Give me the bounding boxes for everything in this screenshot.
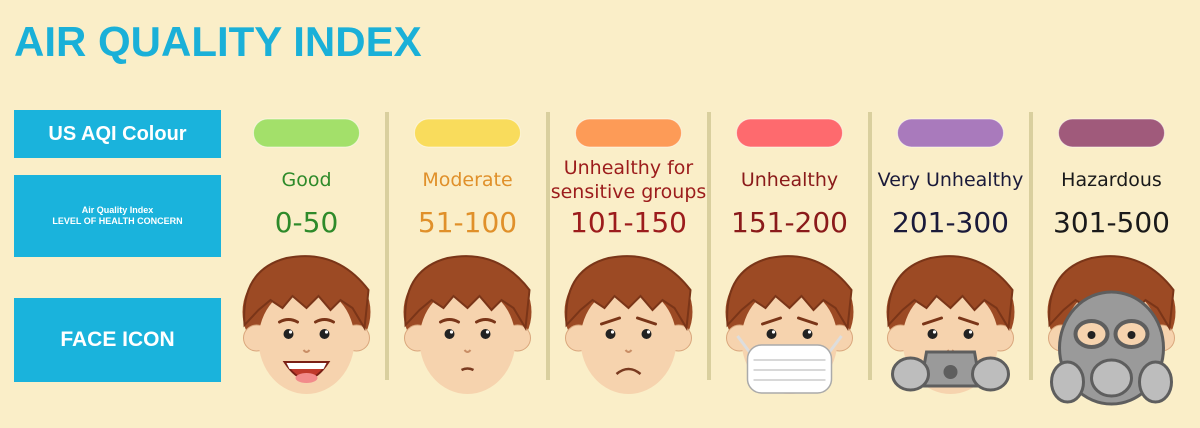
eye-shine (324, 330, 329, 334)
eye (927, 329, 938, 339)
eye (1087, 331, 1096, 339)
eye-shine (610, 330, 615, 334)
face (580, 286, 677, 394)
level-range: 151-200 (731, 206, 848, 239)
level-range: 201-300 (892, 206, 1009, 239)
eye (444, 329, 455, 339)
nose (302, 349, 311, 353)
aqi-colour-pill (736, 118, 843, 148)
row-label: Air Quality Index (81, 205, 154, 215)
canister (891, 356, 930, 392)
face (419, 286, 516, 394)
eye (641, 329, 652, 339)
hair-fringe (887, 255, 1014, 332)
level-range: 0-50 (274, 206, 339, 239)
eyebrow (439, 318, 460, 324)
title: AIR QUALITY INDEX (14, 18, 422, 65)
canister (971, 356, 1010, 392)
level-name: Moderate (422, 169, 513, 191)
mouth (615, 367, 642, 375)
row-label-box: Air Quality Index LEVEL OF HEALTH CONCER… (14, 175, 221, 257)
level-range: 101-150 (570, 206, 687, 239)
aqi-colour-pill (414, 118, 521, 148)
eyebrow (922, 316, 943, 326)
nose (624, 349, 633, 353)
eye-shine (771, 330, 776, 334)
eyebrow (600, 316, 621, 326)
eyebrow (797, 316, 818, 326)
eyebrow (636, 316, 657, 326)
eye (766, 329, 777, 339)
hair-fringe (726, 255, 853, 332)
canister (1138, 360, 1173, 404)
face (258, 286, 355, 394)
eyebrow (761, 316, 782, 326)
aqi-colour-pill (575, 118, 682, 148)
eye (605, 329, 616, 339)
eye-shine (449, 330, 454, 334)
eye (480, 329, 491, 339)
nose (463, 349, 472, 353)
level-range: 301-500 (1053, 206, 1170, 239)
row-label: US AQI Colour (48, 122, 187, 145)
row-label: FACE ICON (60, 328, 175, 351)
aqi-colour-pill (1058, 118, 1165, 148)
eyebrow (278, 318, 299, 324)
tongue (295, 373, 318, 383)
eye (1127, 331, 1136, 339)
hair-fringe (565, 255, 692, 332)
eye (963, 329, 974, 339)
teeth (286, 363, 327, 369)
eye-shine (646, 330, 651, 334)
eye (319, 329, 330, 339)
eye-shine (968, 330, 973, 334)
eye-shine (932, 330, 937, 334)
aqi-colour-pill (253, 118, 360, 148)
hair-fringe (243, 255, 370, 332)
level-name: Very Unhealthy (877, 169, 1024, 191)
row-label: LEVEL OF HEALTH CONCERN (52, 216, 183, 226)
aqi-colour-pill (897, 118, 1004, 148)
mouth (460, 367, 475, 372)
face-mask (746, 344, 833, 394)
eye-shine (288, 330, 293, 334)
level-range: 51-100 (417, 206, 518, 239)
valve (943, 365, 958, 379)
eye (283, 329, 294, 339)
eye (802, 329, 813, 339)
level-name: Hazardous (1061, 169, 1162, 191)
eyebrow (314, 318, 335, 324)
hair-fringe (404, 255, 531, 332)
eyebrow (958, 316, 979, 326)
row-label-box: US AQI Colour (14, 110, 221, 158)
eye-shine (485, 330, 490, 334)
eyebrow (475, 318, 496, 324)
level-name: Unhealthy for sensitive groups (550, 157, 707, 203)
level-name: Unhealthy (740, 169, 839, 191)
mask-strap (736, 335, 843, 353)
canister (1050, 360, 1085, 404)
row-label-box: FACE ICON (14, 298, 221, 382)
level-name: Good (281, 169, 332, 191)
eye-shine (807, 330, 812, 334)
filter (1090, 358, 1133, 398)
